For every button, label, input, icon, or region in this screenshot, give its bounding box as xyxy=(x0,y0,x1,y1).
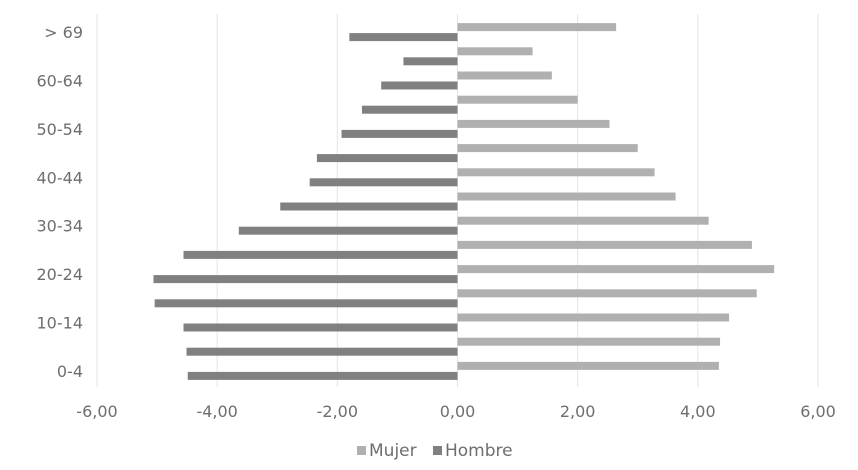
bar-mujer-1 xyxy=(457,337,721,346)
bar-hombre-11 xyxy=(361,105,458,114)
bar-hombre-7 xyxy=(280,202,458,211)
bars xyxy=(153,23,775,380)
bar-mujer-6 xyxy=(457,216,709,225)
bar-hombre-0 xyxy=(187,371,458,380)
bar-mujer-3 xyxy=(457,289,757,298)
x-tick-label: 4,00 xyxy=(680,402,716,421)
bar-mujer-9 xyxy=(457,144,638,153)
x-tick-label: 0,00 xyxy=(440,402,476,421)
legend: Mujer Hombre xyxy=(357,441,513,461)
bar-mujer-4 xyxy=(457,265,775,274)
y-axis-tick-labels: 0-4 10-14 20-24 30-34 40-44 50-54 60-64 > 69 xyxy=(37,23,84,381)
x-tick-label: 6,00 xyxy=(800,402,836,421)
bar-mujer-0 xyxy=(457,361,719,370)
legend-label-hombre: Hombre xyxy=(445,441,513,461)
legend-swatch-hombre xyxy=(433,446,442,455)
bar-hombre-5 xyxy=(183,250,458,259)
legend-swatch-mujer xyxy=(357,446,366,455)
x-tick-label: -2,00 xyxy=(317,402,358,421)
bar-hombre-1 xyxy=(186,347,458,356)
bar-hombre-4 xyxy=(153,275,458,284)
bar-mujer-14 xyxy=(457,23,617,32)
bar-hombre-6 xyxy=(238,226,458,235)
bar-hombre-3 xyxy=(154,299,458,308)
bar-hombre-13 xyxy=(403,57,458,66)
bar-mujer-8 xyxy=(457,168,655,177)
y-tick-label: 60-64 xyxy=(37,72,84,91)
bar-mujer-2 xyxy=(457,313,730,322)
y-tick-label: 20-24 xyxy=(37,265,84,284)
bar-mujer-13 xyxy=(457,47,533,56)
y-tick-label: 30-34 xyxy=(37,217,84,236)
bar-hombre-10 xyxy=(341,129,458,138)
bar-hombre-9 xyxy=(316,154,458,163)
bar-hombre-2 xyxy=(183,323,458,332)
y-tick-label: 50-54 xyxy=(37,120,84,139)
y-tick-label: > 69 xyxy=(44,23,83,42)
bar-mujer-10 xyxy=(457,119,610,128)
x-axis-tick-labels: -6,00 -4,00 -2,00 0,00 2,00 4,00 6,00 xyxy=(76,402,836,421)
y-tick-label: 40-44 xyxy=(37,168,84,187)
bar-mujer-12 xyxy=(457,71,552,80)
x-tick-label: 2,00 xyxy=(560,402,596,421)
bar-mujer-7 xyxy=(457,192,676,201)
y-tick-label: 0-4 xyxy=(57,362,83,381)
bar-hombre-8 xyxy=(309,178,458,187)
bar-mujer-11 xyxy=(457,95,578,104)
x-tick-label: -4,00 xyxy=(196,402,237,421)
bar-hombre-12 xyxy=(381,81,458,90)
bar-hombre-14 xyxy=(349,33,458,42)
y-tick-label: 10-14 xyxy=(37,314,84,333)
x-tick-label: -6,00 xyxy=(76,402,117,421)
bar-mujer-5 xyxy=(457,240,752,249)
legend-label-mujer: Mujer xyxy=(369,441,417,461)
